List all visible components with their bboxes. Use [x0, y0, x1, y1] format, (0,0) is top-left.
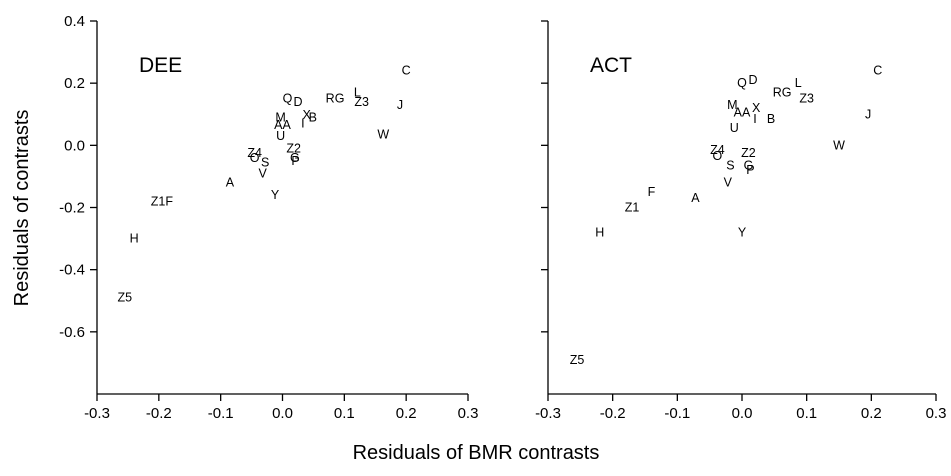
data-point-label: Y — [271, 188, 280, 202]
data-point-label: RG — [773, 85, 792, 99]
x-tick-label: -0.2 — [600, 405, 626, 422]
data-point-label: I — [301, 117, 304, 131]
data-point-label: X — [752, 101, 761, 115]
y-tick-label: 0.0 — [64, 137, 85, 154]
data-point-label: G — [744, 159, 754, 173]
data-point-label: B — [309, 110, 317, 124]
data-point-label: D — [293, 95, 302, 109]
data-point-label: Z3 — [354, 95, 369, 109]
data-point-label: Z3 — [799, 92, 814, 106]
panel-title: ACT — [590, 54, 632, 77]
data-point-label: D — [748, 73, 757, 87]
panel-title: DEE — [139, 54, 182, 77]
data-point-label: M — [727, 98, 737, 112]
data-point-label: H — [595, 225, 604, 239]
x-tick-label: -0.3 — [84, 405, 110, 422]
data-point-label: Z1 — [625, 201, 640, 215]
x-tick-label: 0.0 — [272, 405, 293, 422]
data-point-label: Q — [737, 76, 747, 90]
data-point-label: V — [259, 166, 268, 180]
x-tick-label: -0.2 — [146, 405, 172, 422]
data-point-label: C — [873, 64, 882, 78]
data-point-label: AA — [734, 106, 751, 120]
x-tick-label: 0.1 — [796, 405, 817, 422]
data-point-label: J — [397, 98, 403, 112]
data-point-label: Z1F — [151, 194, 174, 208]
data-point-label: RG — [326, 92, 345, 106]
data-point-label: AA — [274, 118, 291, 132]
data-point-label: Z4 — [247, 146, 262, 160]
y-tick-label: 0.2 — [64, 75, 85, 92]
data-point-label: F — [648, 185, 656, 199]
data-point-label: U — [276, 129, 285, 143]
y-tick-label: -0.6 — [59, 324, 85, 341]
data-point-label: U — [730, 121, 739, 135]
x-tick-label: 0.3 — [926, 405, 947, 422]
data-point-label: Z2 — [741, 146, 756, 160]
data-point-label: X — [302, 108, 311, 122]
x-tick-label: 0.1 — [334, 405, 355, 422]
data-point-label: O — [250, 151, 260, 165]
y-tick-label: 0.4 — [64, 13, 85, 30]
x-tick-label: 0.3 — [458, 405, 479, 422]
data-point-label: B — [767, 112, 775, 126]
data-point-label: A — [691, 191, 700, 205]
data-point-label: I — [753, 112, 756, 126]
y-tick-label: -0.2 — [59, 200, 85, 217]
panel-dee: 0.4 0.2 0.0 -0.2 -0.4 -0.6 -0.3 -0.2 -0.1 0.0 0.1 0… — [59, 13, 478, 422]
data-point-label: C — [402, 64, 411, 78]
x-tick-label: -0.3 — [535, 405, 561, 422]
data-point-label: S — [726, 159, 734, 173]
data-point-label: A — [226, 176, 235, 190]
x-axis-title: Residuals of BMR contrasts — [353, 442, 600, 464]
data-point-label: V — [724, 176, 733, 190]
data-point-label: Z5 — [570, 353, 585, 367]
x-tick-label: 0.2 — [861, 405, 882, 422]
data-point-label: Y — [738, 225, 747, 239]
x-tick-label: -0.1 — [208, 405, 234, 422]
y-tick-label: -0.4 — [59, 262, 85, 279]
data-point-label: L — [354, 85, 361, 99]
data-point-label: Q — [283, 92, 293, 106]
data-point-label: H — [130, 232, 139, 246]
data-point-label: W — [377, 127, 389, 141]
data-point-label: P — [746, 163, 754, 177]
x-tick-label: -0.1 — [664, 405, 690, 422]
data-point-label: G — [290, 151, 300, 165]
data-point-label: Z4 — [710, 143, 725, 157]
data-point-label: O — [713, 149, 723, 163]
x-tick-label: 0.0 — [732, 405, 753, 422]
data-point-label: Z2 — [286, 141, 301, 155]
data-point-label: Z5 — [118, 291, 133, 305]
data-point-label: S — [261, 155, 269, 169]
x-tick-label: 0.2 — [396, 405, 417, 422]
data-point-label: L — [795, 76, 802, 90]
y-axis-title: Residuals of contrasts — [11, 110, 33, 307]
data-point-label: P — [291, 154, 299, 168]
data-point-label: M — [275, 110, 285, 124]
data-point-label: J — [865, 107, 871, 121]
data-point-label: W — [833, 138, 845, 152]
